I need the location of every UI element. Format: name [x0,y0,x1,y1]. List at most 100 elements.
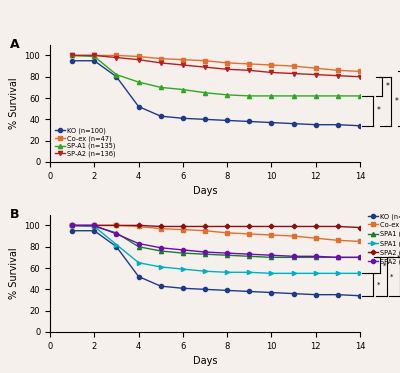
X-axis label: Days: Days [193,186,217,196]
SPA1 (6A⁴) (n=55) [225,270,230,275]
SPA2 (1A³) (n=74) [180,248,185,252]
SPA1 (6A⁴) (n=55) [336,271,340,276]
Text: *: * [386,82,389,91]
Text: *: * [396,254,400,260]
Legend: KO (n=100), Co-ex (n=47), SP-A1 (n=135), SP-A2 (n=136): KO (n=100), Co-ex (n=47), SP-A1 (n=135),… [53,126,117,159]
SPA2 (1A⁰) (n=62) [158,224,163,229]
SPA1 (6A²) (n=80) [114,231,119,235]
SPA2 (1A³) (n=74) [313,254,318,258]
Co-ex (n=47) [114,53,119,58]
Co-ex (n=47) [358,69,362,73]
SPA2 (1A³) (n=74) [269,253,274,257]
Co-ex (n=47) [336,238,340,242]
SP-A1 (n=135) [92,54,97,59]
SPA2 (1A³) (n=74) [291,254,296,258]
SPA1 (6A²) (n=80) [70,223,74,228]
SPA1 (6A²) (n=80) [291,255,296,260]
SP-A2 (n=136) [70,53,74,58]
KO (n=100) [92,59,97,63]
SPA2 (1A⁰) (n=62) [70,223,74,228]
Text: *: * [377,282,380,288]
Co-ex (n=47) [180,57,185,62]
Co-ex (n=47) [269,233,274,237]
Line: SPA2 (1A⁰) (n=62): SPA2 (1A⁰) (n=62) [70,223,362,230]
Y-axis label: % Survival: % Survival [9,78,19,129]
SP-A1 (n=135) [136,80,141,84]
KO (n=100) [70,59,74,63]
KO (n=100) [313,122,318,127]
SP-A1 (n=135) [247,94,252,98]
Co-ex (n=47) [158,56,163,61]
Co-ex (n=47) [247,62,252,66]
X-axis label: Days: Days [193,356,217,366]
SP-A2 (n=136) [136,57,141,62]
Co-ex (n=47) [269,63,274,67]
KO (n=100) [269,120,274,125]
SPA1 (6A⁴) (n=55) [269,271,274,276]
Legend: KO (n=100), Co-ex (n=47), SPA1 (6A²) (n=80), SPA1 (6A⁴) (n=55), SPA2 (1A⁰) (n=62: KO (n=100), Co-ex (n=47), SPA1 (6A²) (n=… [366,212,400,266]
Co-ex (n=47) [225,231,230,235]
SPA1 (6A²) (n=80) [225,253,230,257]
SPA2 (1A³) (n=74) [336,255,340,260]
KO (n=100) [114,244,119,249]
KO (n=100) [291,121,296,126]
SPA1 (6A²) (n=80) [202,252,207,256]
SP-A2 (n=136) [313,72,318,77]
SP-A2 (n=136) [92,53,97,58]
Co-ex (n=47) [70,223,74,228]
KO (n=100) [225,288,230,293]
Co-ex (n=47) [202,59,207,63]
Co-ex (n=47) [291,234,296,238]
Text: *: * [394,97,398,106]
SP-A1 (n=135) [336,94,340,98]
Co-ex (n=47) [291,64,296,68]
SPA2 (1A⁰) (n=62) [269,224,274,229]
SPA2 (1A⁰) (n=62) [313,224,318,229]
SPA2 (1A³) (n=74) [114,232,119,236]
SPA2 (1A⁰) (n=62) [247,224,252,229]
KO (n=100) [358,123,362,128]
Co-ex (n=47) [158,226,163,231]
KO (n=100) [92,229,97,233]
SPA1 (6A²) (n=80) [336,255,340,260]
SP-A1 (n=135) [114,72,119,77]
SP-A2 (n=136) [358,75,362,79]
SPA2 (1A³) (n=74) [202,250,207,254]
SPA1 (6A⁴) (n=55) [136,260,141,265]
Co-ex (n=47) [336,68,340,73]
KO (n=100) [336,122,340,127]
KO (n=100) [291,291,296,296]
SPA1 (6A⁴) (n=55) [114,242,119,247]
SPA1 (6A⁴) (n=55) [247,270,252,275]
SPA2 (1A³) (n=74) [92,223,97,228]
SP-A1 (n=135) [180,87,185,92]
SP-A2 (n=136) [180,63,185,67]
Text: *: * [377,106,380,115]
Line: Co-ex (n=47): Co-ex (n=47) [70,53,362,73]
SPA2 (1A³) (n=74) [136,241,141,246]
Line: SPA1 (6A²) (n=80): SPA1 (6A²) (n=80) [70,223,362,260]
KO (n=100) [336,292,340,297]
SP-A1 (n=135) [158,85,163,90]
Line: SPA1 (6A⁴) (n=55): SPA1 (6A⁴) (n=55) [70,223,362,275]
Co-ex (n=47) [136,54,141,59]
SPA1 (6A⁴) (n=55) [70,223,74,228]
Co-ex (n=47) [92,53,97,58]
SPA2 (1A⁰) (n=62) [92,223,97,228]
Co-ex (n=47) [313,66,318,70]
KO (n=100) [225,118,230,123]
SP-A1 (n=135) [70,53,74,58]
Line: SPA2 (1A³) (n=74): SPA2 (1A³) (n=74) [70,223,362,260]
Line: Co-ex (n=47): Co-ex (n=47) [70,223,362,244]
SPA2 (1A³) (n=74) [158,245,163,250]
SPA1 (6A²) (n=80) [358,255,362,260]
SP-A1 (n=135) [358,94,362,98]
SP-A2 (n=136) [114,55,119,60]
Text: B: B [10,208,19,221]
Co-ex (n=47) [114,223,119,228]
Co-ex (n=47) [180,228,185,232]
SPA1 (6A⁴) (n=55) [158,265,163,269]
KO (n=100) [180,116,185,120]
SP-A2 (n=136) [202,65,207,69]
SPA1 (6A²) (n=80) [92,224,97,229]
